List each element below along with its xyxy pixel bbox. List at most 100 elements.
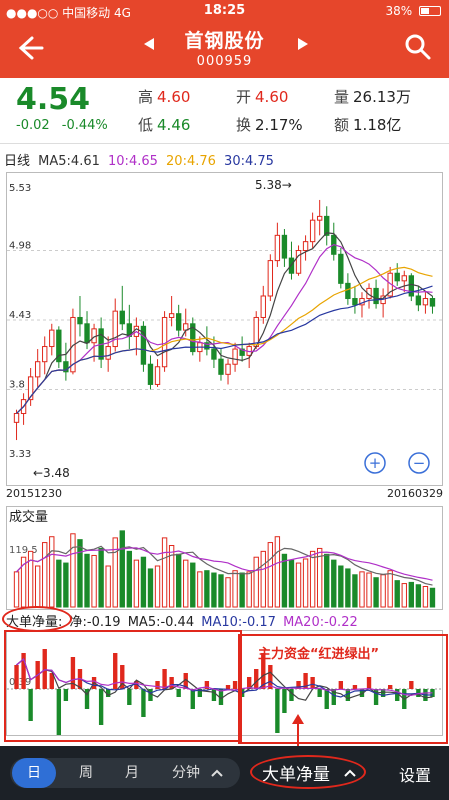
net-bar (70, 657, 76, 689)
y-tick-label: 3.33 (9, 449, 31, 460)
volume-bar (295, 562, 302, 608)
net-bar (331, 689, 336, 705)
next-stock-icon[interactable] (296, 36, 310, 52)
volume-bar (197, 571, 203, 608)
net-bar (98, 689, 104, 725)
volume-bar (91, 554, 97, 608)
y-tick-label: 5.53 (9, 183, 31, 194)
vol-ma5-line (16, 545, 433, 586)
volume-bar (422, 586, 429, 608)
volume-bar (232, 570, 238, 608)
low-annotation: ←3.48 (33, 466, 70, 480)
volume-bar (387, 570, 393, 608)
vol-ma10-line (16, 547, 433, 581)
tab-day[interactable]: 日 (12, 758, 56, 788)
net-legend: 大单净量: 净:-0.19 MA5:-0.44 MA10:-0.17 MA20:… (6, 611, 361, 630)
net-bar (63, 689, 69, 701)
last-price: 4.54 (16, 82, 91, 117)
net-ma5-line (16, 657, 433, 701)
net-bar (169, 677, 174, 689)
kline-chart[interactable]: 5.53 4.98 4.43 3.8 3.33 5.38→ ←3.48 + − (6, 172, 443, 486)
price-change: -0.02 -0.44% (16, 118, 116, 133)
period-label: 日线 (4, 154, 31, 169)
volume-bar (77, 539, 83, 608)
net-bar (275, 689, 280, 733)
net-volume-chart[interactable]: 0.39 (6, 630, 443, 737)
candle-body (429, 298, 436, 307)
search-icon[interactable] (403, 32, 433, 62)
carrier-text: ●●●○○ 中国移动 4G (6, 6, 131, 20)
turnover-value: 2.17% (255, 116, 303, 134)
turnover-field: 换 2.17% (236, 114, 303, 135)
net-bar (296, 681, 301, 689)
net-bar (21, 653, 26, 689)
volume-bar (204, 570, 210, 608)
net-bar (14, 665, 19, 689)
volume-bar (119, 530, 125, 608)
end-date: 20160329 (387, 487, 443, 500)
net-bar (282, 689, 287, 713)
settings-button[interactable]: 设置 (398, 766, 431, 785)
volume-bar (168, 545, 175, 608)
volume-bar (359, 571, 365, 608)
prev-stock-icon[interactable] (142, 36, 156, 52)
net-svg: 0.39 (7, 649, 442, 737)
turnover-label: 换 (236, 116, 252, 134)
net-bar (409, 681, 414, 689)
volume-bar (49, 536, 55, 608)
net-ma20-line (16, 657, 433, 697)
stock-code: 000959 (196, 54, 253, 69)
volume-bar (42, 542, 48, 608)
candle-body (34, 361, 41, 378)
net-ma5: MA5:-0.44 (127, 615, 195, 630)
battery-indicator: 38% (385, 4, 441, 18)
candle-body (422, 298, 429, 306)
back-arrow-icon[interactable] (14, 32, 46, 64)
volume-bar (161, 537, 168, 608)
candle-body (345, 282, 351, 300)
candle-body (267, 260, 274, 297)
chevron-up-icon[interactable] (210, 768, 224, 778)
candle-body (324, 215, 330, 236)
volume-chart[interactable]: 成交量 119.5 (6, 506, 443, 610)
battery-text: 38% (385, 4, 413, 18)
candle-body (366, 287, 372, 300)
net-bar (84, 689, 90, 709)
net-bar (190, 689, 195, 709)
zoom-in-icon[interactable]: + (364, 452, 386, 474)
candle-body (140, 325, 147, 365)
quote-panel: 4.54 -0.02 -0.44% 高 4.60 低 4.46 开 4.60 换 2.1… (0, 78, 449, 144)
net-bar (28, 689, 33, 721)
net-value: 净:-0.19 (69, 615, 121, 630)
volume-bar (373, 577, 379, 608)
change-percent: -0.44% (61, 118, 108, 133)
candle-body (119, 310, 125, 325)
volume-bar (352, 574, 358, 608)
tab-week[interactable]: 周 (79, 765, 93, 781)
net-bar (345, 689, 351, 701)
candle-body (338, 253, 344, 284)
high-field: 高 4.60 (138, 86, 190, 107)
ma30-label: 30:4.75 (224, 154, 274, 169)
net-bar (113, 653, 118, 689)
annotation-oval-button (250, 755, 366, 789)
volume-bar (380, 574, 386, 608)
low-value: 4.46 (157, 116, 191, 134)
candle-body (232, 348, 238, 365)
net-bar (134, 681, 139, 689)
bottom-toolbar: 日 周 月 分钟 大单净量 设置 (0, 746, 449, 800)
candle-body (225, 363, 231, 375)
candle-body (27, 376, 34, 401)
tab-minute[interactable]: 分钟 (172, 765, 200, 781)
zoom-out-icon[interactable]: − (408, 452, 430, 474)
candle-body (175, 313, 182, 331)
net-bar (218, 689, 224, 705)
net-bar (261, 653, 266, 689)
period-selector: 日 周 月 分钟 (10, 758, 240, 788)
y-tick-label: 3.8 (9, 380, 25, 391)
tab-month[interactable]: 月 (125, 765, 139, 781)
net-ma10-line (16, 657, 433, 698)
net-bar (127, 689, 132, 705)
net-bar (225, 685, 231, 689)
amount-field: 额 1.18亿 (334, 114, 401, 135)
